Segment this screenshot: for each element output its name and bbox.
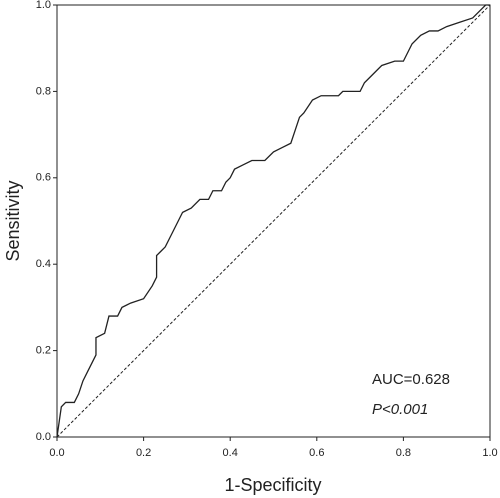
p-annotation: P<0.001 [372,401,428,418]
x-tick-label: 1.0 [482,447,497,459]
y-tick-label: 0.6 [36,172,51,184]
y-tick-label: 0.8 [36,85,51,97]
x-tick-label: 0.8 [396,447,411,459]
x-axis-label: 1-Specificity [224,475,321,495]
x-tick-label: 0.6 [309,447,324,459]
y-tick-label: 0.4 [36,258,51,270]
y-tick-label: 0.0 [36,431,51,443]
auc-annotation: AUC=0.628 [372,371,450,388]
reference-line [56,4,491,438]
y-axis-label: Sensitivity [3,180,23,261]
x-tick-label: 0.4 [223,447,238,459]
roc-curve [56,4,490,438]
x-tick-label: 0.2 [136,447,151,459]
plot-frame [56,4,491,438]
y-tick-label: 1.0 [36,0,51,11]
y-tick-label: 0.2 [36,345,51,357]
x-tick-label: 0.0 [49,447,64,459]
